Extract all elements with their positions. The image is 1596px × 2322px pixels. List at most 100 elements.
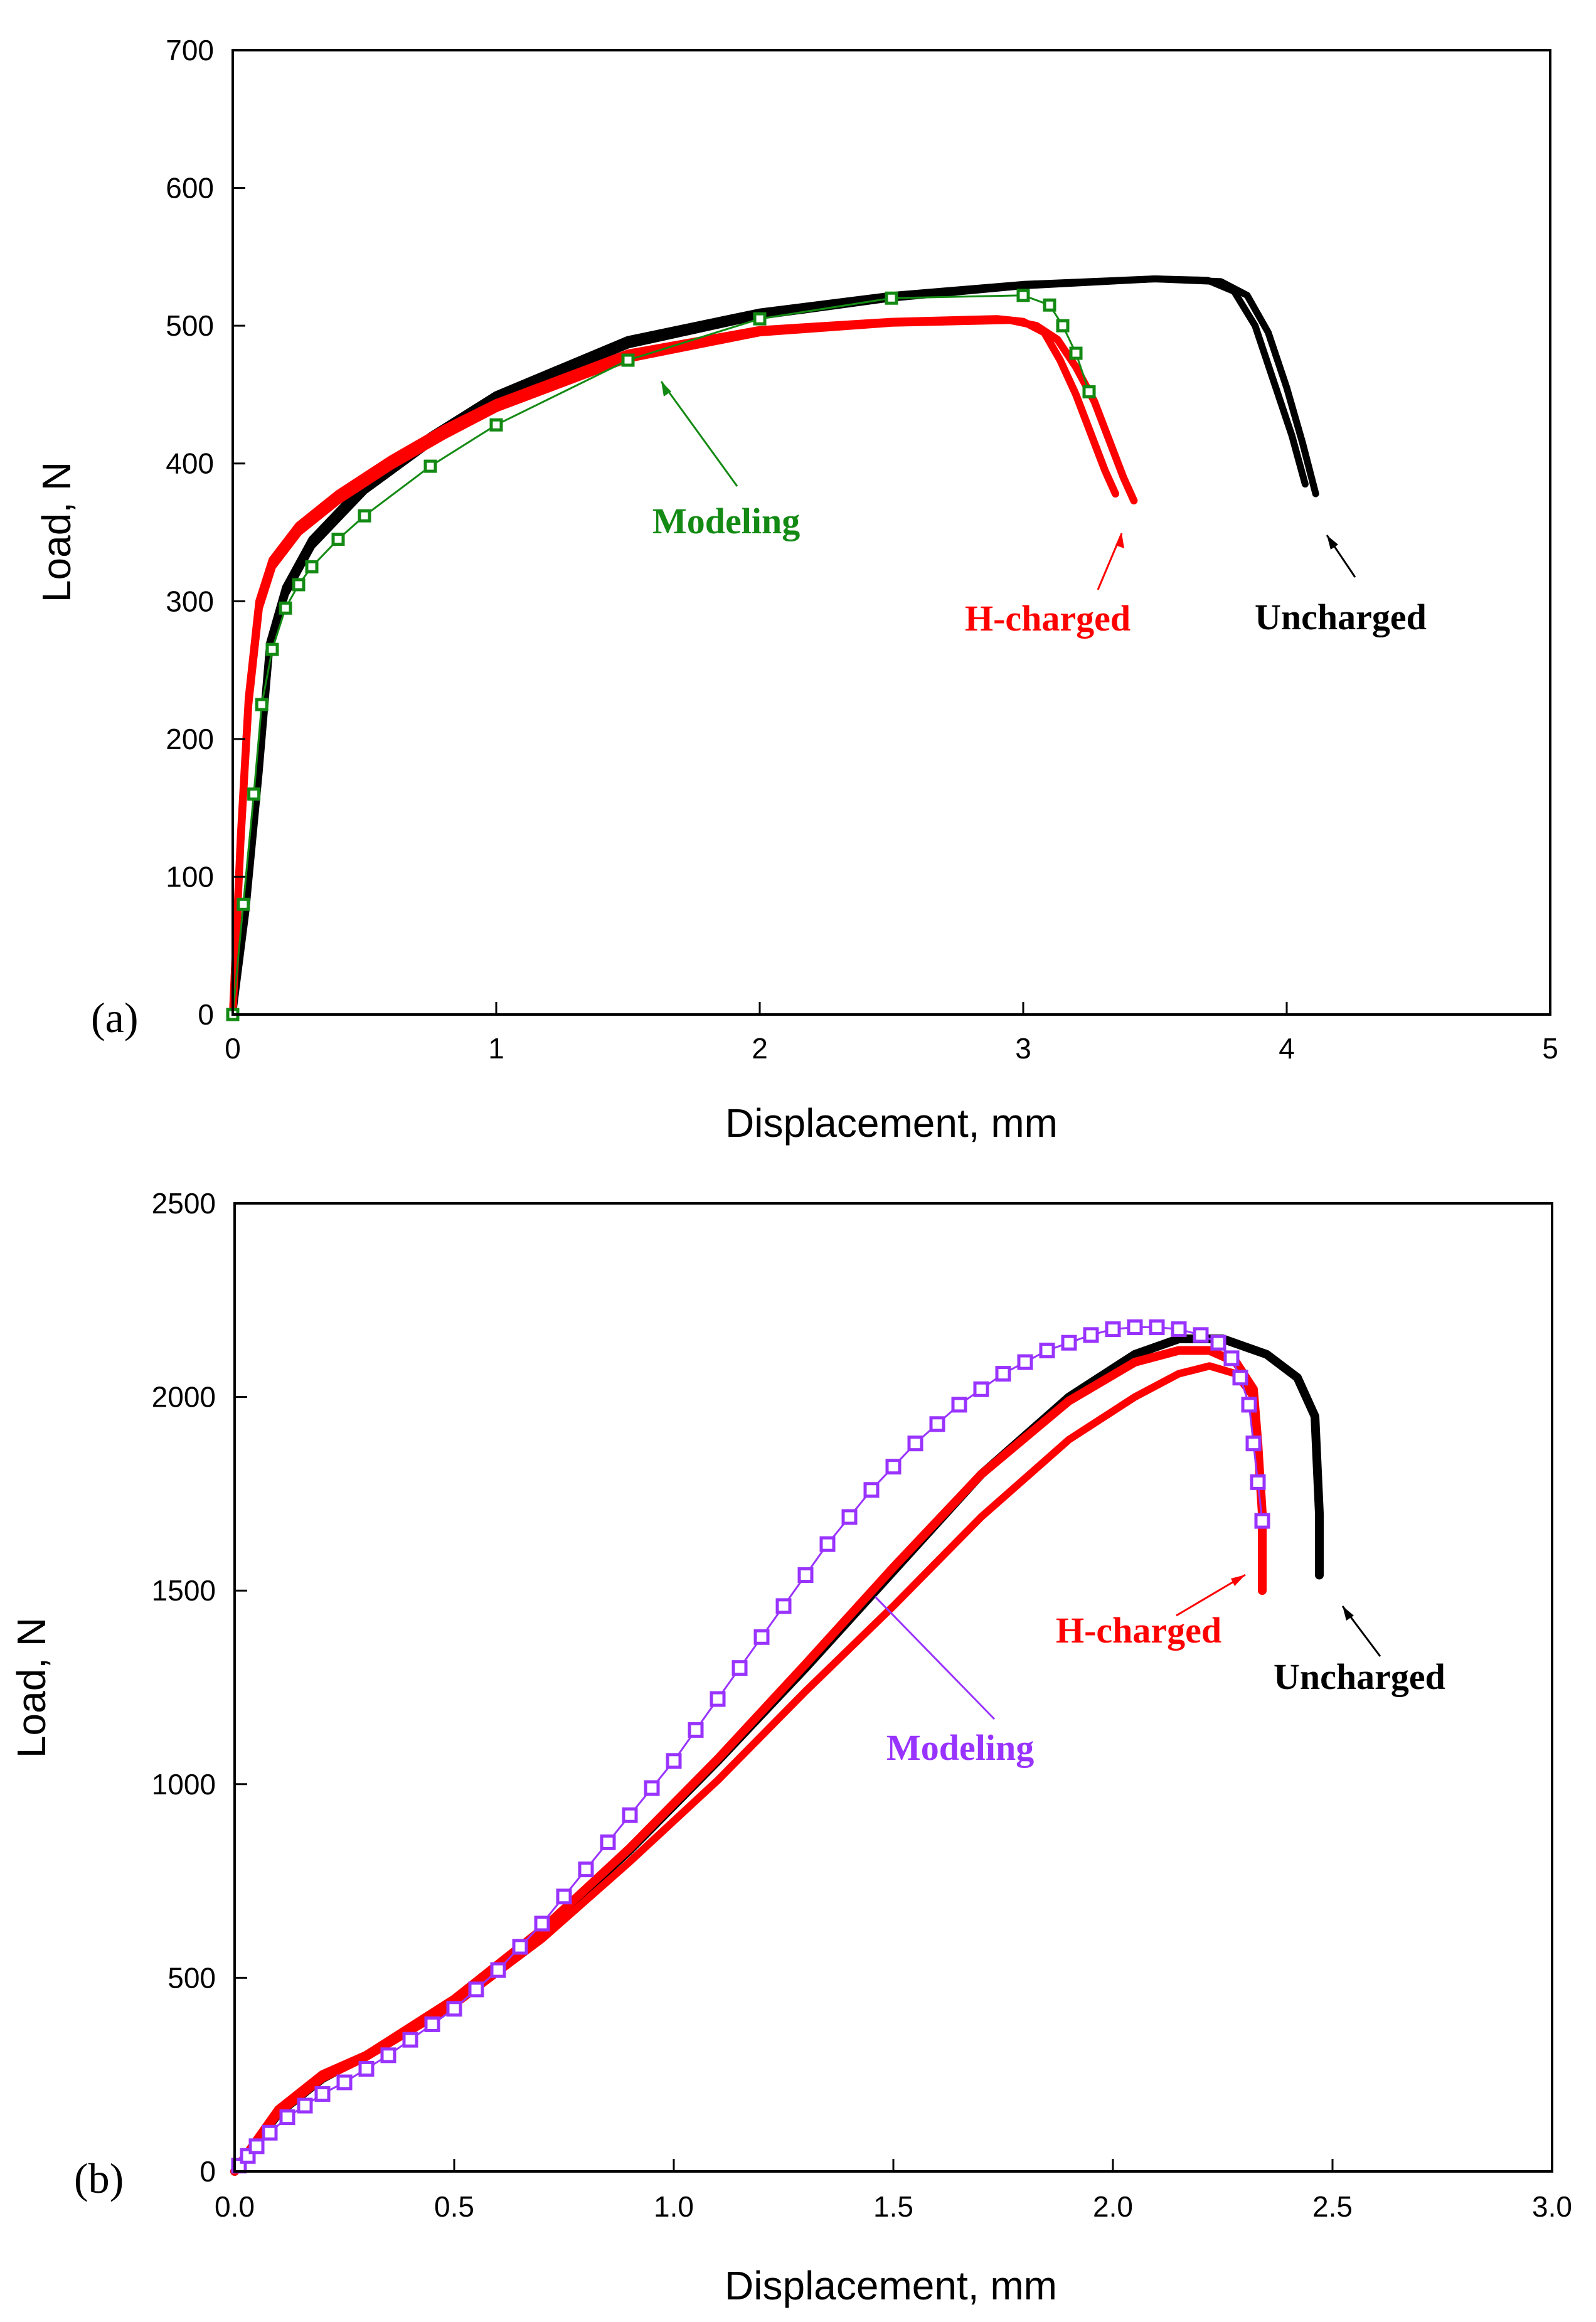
data-point-modeling xyxy=(1061,1334,1077,1351)
data-point-modeling xyxy=(885,1459,902,1475)
data-point-modeling xyxy=(402,2032,418,2048)
data-point-modeling xyxy=(262,2124,278,2141)
panel-a-arrowhead-uncharged xyxy=(1327,535,1338,550)
data-point-modeling xyxy=(1082,385,1096,399)
x-tick-label: 4 xyxy=(1279,1032,1295,1065)
y-tick-label: 2000 xyxy=(152,1381,216,1414)
data-point-modeling xyxy=(1254,1513,1270,1529)
data-point-modeling xyxy=(973,1381,989,1397)
data-point-modeling xyxy=(841,1509,858,1525)
y-tick-label: 0 xyxy=(198,998,214,1031)
panel-b-annotation-h-charged: H-charged xyxy=(1056,1610,1221,1651)
data-point-modeling xyxy=(863,1482,880,1498)
data-point-modeling xyxy=(1127,1319,1143,1336)
x-tick-label: 1 xyxy=(488,1032,504,1065)
data-point-modeling xyxy=(1241,1397,1257,1413)
panel-b-annotation-modeling: Modeling xyxy=(886,1727,1034,1768)
data-point-modeling xyxy=(1250,1474,1266,1490)
x-tick-label: 3.0 xyxy=(1532,2190,1572,2223)
data-point-modeling xyxy=(358,2060,375,2077)
panel-b-ticks: 0.0 0.5 1.0 1.5 2.0 2.5 3.0 0 500 1000 1500 2000 250… xyxy=(152,1187,1572,2223)
data-point-modeling xyxy=(753,1629,770,1645)
data-point-modeling xyxy=(247,787,261,801)
data-point-modeling xyxy=(512,1939,528,1955)
data-point-modeling xyxy=(797,1567,814,1584)
data-point-modeling xyxy=(775,1598,792,1614)
data-point-modeling xyxy=(1105,1321,1121,1338)
data-point-modeling xyxy=(305,560,319,573)
data-point-modeling xyxy=(951,1397,967,1413)
y-tick-label: 400 xyxy=(166,447,214,480)
data-point-modeling xyxy=(1069,346,1083,360)
y-tick-label: 200 xyxy=(166,723,214,755)
data-point-modeling xyxy=(1017,1354,1033,1370)
panel-a-arrow-modeling xyxy=(660,381,738,487)
y-tick-label: 500 xyxy=(166,309,214,342)
data-point-modeling xyxy=(292,578,306,592)
data-point-modeling xyxy=(265,642,279,656)
data-point-modeling xyxy=(424,2016,440,2032)
data-point-modeling xyxy=(423,459,437,473)
panel-b-arrowhead-uncharged xyxy=(1343,1606,1354,1621)
panel-b-label: (b) xyxy=(74,2154,124,2202)
data-point-modeling xyxy=(336,2074,353,2090)
panel-a-arrowhead-h-charged xyxy=(1115,533,1124,548)
data-point-modeling xyxy=(297,2097,313,2114)
data-point-modeling xyxy=(621,353,635,367)
series-line-uncharged xyxy=(229,275,1319,1018)
panel-a-annotation-h-charged: H-charged xyxy=(965,598,1130,639)
panel-a-plot-frame xyxy=(231,49,1551,1016)
y-tick-label: 300 xyxy=(166,585,214,617)
data-point-modeling xyxy=(644,1780,660,1796)
x-tick-label: 1.5 xyxy=(873,2190,913,2223)
data-point-modeling xyxy=(1149,1319,1165,1336)
data-point-modeling xyxy=(446,2001,462,2017)
data-point-modeling xyxy=(929,1416,945,1432)
data-point-modeling xyxy=(666,1753,682,1769)
y-tick-label: 500 xyxy=(168,1961,216,1994)
data-point-modeling xyxy=(279,2109,295,2126)
data-point-modeling xyxy=(534,1915,550,1932)
data-point-modeling xyxy=(1039,1343,1055,1359)
data-point-modeling xyxy=(1210,1334,1226,1351)
y-tick-label: 600 xyxy=(166,172,214,205)
y-tick-label: 0 xyxy=(200,2155,216,2188)
data-point-modeling xyxy=(1223,1350,1240,1366)
data-point-modeling xyxy=(995,1366,1011,1382)
data-point-modeling xyxy=(1043,298,1056,312)
x-tick-label: 2.5 xyxy=(1312,2190,1353,2223)
panel-a-series xyxy=(226,275,1319,1021)
data-point-modeling xyxy=(255,698,269,711)
y-tick-label: 1500 xyxy=(152,1574,216,1607)
panel-b-arrow-modeling xyxy=(874,1595,996,1720)
data-point-modeling xyxy=(237,897,250,911)
data-point-modeling xyxy=(688,1722,704,1738)
data-point-modeling xyxy=(489,418,503,432)
panel-a-label: (a) xyxy=(91,994,138,1041)
panel-b-series xyxy=(230,1319,1324,2176)
panel-b-annotation-uncharged: Uncharged xyxy=(1274,1656,1445,1697)
panel-a-annotation-uncharged: Uncharged xyxy=(1255,597,1427,637)
data-point-modeling xyxy=(885,291,898,305)
panel-a-arrowhead-modeling xyxy=(661,381,671,397)
data-point-modeling xyxy=(1193,1327,1209,1343)
panel-a-x-axis-title: Displacement, mm xyxy=(725,1100,1058,1146)
data-point-modeling xyxy=(1056,319,1070,333)
y-tick-label: 1000 xyxy=(152,1768,216,1801)
data-point-modeling xyxy=(279,601,292,615)
data-point-modeling xyxy=(578,1861,594,1878)
data-point-modeling xyxy=(331,532,345,546)
x-tick-label: 0.5 xyxy=(434,2190,474,2223)
data-point-modeling xyxy=(1083,1327,1099,1343)
data-point-modeling xyxy=(907,1435,923,1452)
x-tick-label: 0 xyxy=(225,1032,241,1065)
panel-b-chart: 0.0 0.5 1.0 1.5 2.0 2.5 3.0 0 500 1000 1500 2000 250… xyxy=(9,1187,1572,2308)
panel-a-annotation-modeling: Modeling xyxy=(652,501,800,541)
x-tick-label: 5 xyxy=(1542,1032,1558,1065)
x-tick-label: 1.0 xyxy=(654,2190,694,2223)
data-point-modeling xyxy=(1245,1435,1262,1452)
panel-b-arrowhead-h-charged xyxy=(1231,1575,1245,1586)
data-point-modeling xyxy=(490,1962,506,1978)
